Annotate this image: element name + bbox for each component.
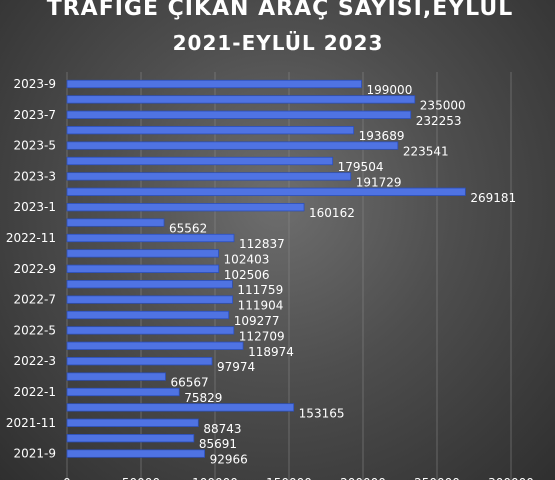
chart-title-line-1: TRAFİĞE ÇIKAN ARAÇ SAYISI,EYLÜL xyxy=(47,0,514,21)
chart-title-line-2: 2021-EYLÜL 2023 xyxy=(173,31,384,55)
bar xyxy=(66,434,195,443)
x-tick-label: 50000 xyxy=(122,476,160,480)
data-label: 111904 xyxy=(238,299,284,313)
bar xyxy=(66,280,233,289)
bar xyxy=(66,310,230,320)
bar xyxy=(66,79,362,89)
y-tick-label: 2021-11 xyxy=(6,416,56,430)
x-tick-label: 300000 xyxy=(488,476,534,480)
data-label: 232253 xyxy=(416,114,462,128)
category-axis: 2021-9 2021-11 2022-1 2022-3 2022-5 2022-7 202… xyxy=(6,77,56,461)
bar xyxy=(66,357,213,366)
bar xyxy=(66,233,235,243)
data-label: 269181 xyxy=(470,191,516,205)
data-label: 92966 xyxy=(210,453,248,467)
x-tick-label: 250000 xyxy=(414,476,460,480)
y-tick-label: 2023-7 xyxy=(13,108,56,122)
bar xyxy=(66,249,219,258)
y-tick-label: 2023-5 xyxy=(13,139,56,153)
data-label: 97974 xyxy=(217,360,255,374)
value-axis: 0 50000 100000 150000 200000 250000 300000 xyxy=(63,476,534,480)
bar xyxy=(66,141,399,150)
bar xyxy=(66,110,412,119)
data-label: 191729 xyxy=(356,175,402,189)
data-label: 112837 xyxy=(239,237,285,251)
y-tick-label: 2022-11 xyxy=(6,231,56,245)
y-tick-label: 2023-1 xyxy=(13,200,56,214)
data-label: 85691 xyxy=(199,437,237,451)
data-label: 102506 xyxy=(224,268,270,282)
y-tick-label: 2022-3 xyxy=(13,354,56,368)
data-label: 88743 xyxy=(203,422,241,436)
bar xyxy=(66,295,234,304)
x-tick-label: 100000 xyxy=(192,476,238,480)
data-label: 179504 xyxy=(338,160,384,174)
bar xyxy=(66,264,220,273)
bar xyxy=(66,172,352,181)
data-label: 160162 xyxy=(309,206,355,220)
data-label: 235000 xyxy=(420,98,466,112)
data-label: 109277 xyxy=(234,314,280,328)
data-label: 75829 xyxy=(184,391,222,405)
bars xyxy=(66,79,466,458)
grid-lines xyxy=(66,72,512,480)
bar xyxy=(66,326,235,335)
data-label: 65562 xyxy=(169,222,207,236)
data-label: 199000 xyxy=(367,83,413,97)
bar xyxy=(66,203,305,212)
y-tick-label: 2022-1 xyxy=(13,385,56,399)
bar xyxy=(66,372,166,381)
y-tick-label: 2022-9 xyxy=(13,262,56,276)
bar xyxy=(66,449,205,458)
bar xyxy=(66,387,180,397)
bar xyxy=(66,403,295,412)
data-label: 118974 xyxy=(248,345,294,359)
bar xyxy=(66,156,334,166)
bar xyxy=(66,95,416,104)
bar xyxy=(66,341,244,350)
y-tick-label: 2022-5 xyxy=(13,323,56,337)
y-tick-label: 2023-9 xyxy=(13,77,56,91)
bar xyxy=(66,218,165,227)
bar xyxy=(66,187,466,196)
data-label: 102403 xyxy=(224,252,270,266)
bar xyxy=(66,418,199,427)
y-tick-label: 2023-3 xyxy=(13,169,56,183)
data-label: 193689 xyxy=(359,129,405,143)
y-tick-label: 2021-9 xyxy=(13,447,56,461)
y-tick-label: 2022-7 xyxy=(13,293,56,307)
x-tick-label: 200000 xyxy=(340,476,386,480)
x-tick-label: 0 xyxy=(63,476,71,480)
data-label: 153165 xyxy=(299,406,345,420)
data-label: 111759 xyxy=(237,283,283,297)
data-label: 223541 xyxy=(403,145,449,159)
data-label: 66567 xyxy=(171,376,209,390)
data-label: 112709 xyxy=(239,329,285,343)
bar xyxy=(66,126,355,135)
x-tick-label: 150000 xyxy=(266,476,312,480)
